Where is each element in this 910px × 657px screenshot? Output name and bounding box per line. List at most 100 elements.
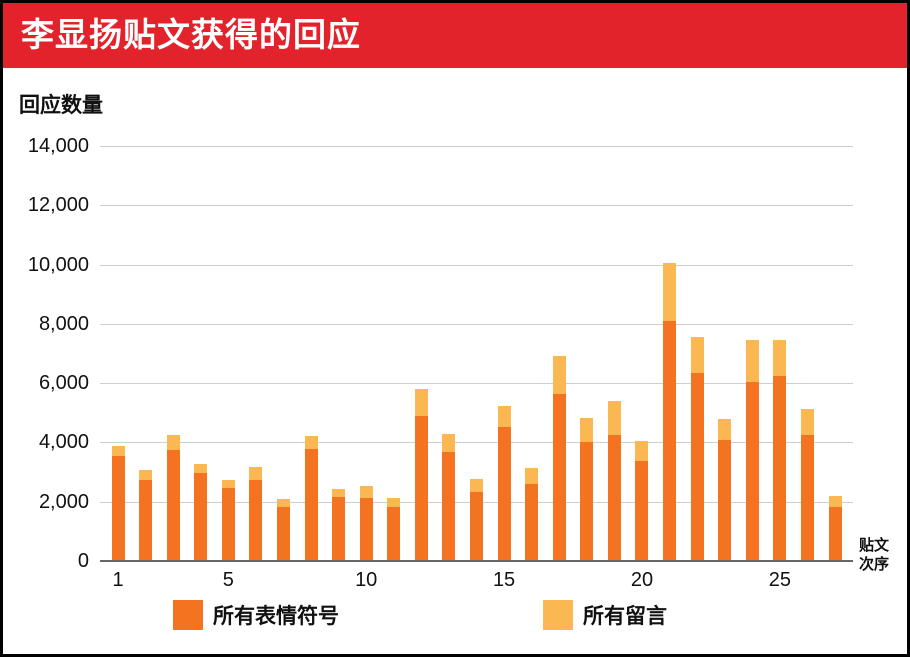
bar-segment-emoji — [442, 451, 456, 561]
bar-segment-comments — [828, 496, 842, 507]
bar-segment-comments — [552, 355, 566, 395]
bar-post-22 — [690, 337, 704, 561]
chart-frame: 李显扬贴文获得的回应 回应数量 0 2,000 4,000 6,000 8,000 10,… — [3, 3, 907, 654]
legend-swatch-emoji — [173, 600, 203, 630]
x-tick-label: 15 — [492, 569, 516, 591]
bar-segment-emoji — [745, 382, 759, 561]
bar-segment-comments — [166, 435, 180, 451]
gridline — [100, 205, 853, 207]
bar-segment-emoji — [387, 507, 401, 561]
bar-post-9 — [332, 489, 346, 561]
x-tick-label: 25 — [768, 569, 791, 591]
bar-post-19 — [607, 400, 621, 561]
legend-item-comments: 所有留言 — [543, 599, 667, 631]
bar-segment-comments — [718, 419, 732, 441]
bar-segment-emoji — [552, 394, 566, 561]
bar-segment-emoji — [414, 416, 428, 561]
bar-segment-emoji — [249, 480, 263, 561]
bar-post-4 — [194, 464, 208, 561]
bar-segment-emoji — [635, 461, 649, 561]
bar-segment-comments — [497, 405, 511, 427]
bar-segment-comments — [442, 434, 456, 452]
bar-post-5 — [221, 480, 235, 561]
bar-segment-comments — [745, 340, 759, 383]
x-axis-title: 贴文 次序 — [859, 536, 899, 574]
bar-post-15 — [497, 405, 511, 561]
bar-segment-comments — [525, 468, 539, 484]
x-axis-line — [100, 560, 853, 562]
bar-segment-emoji — [111, 455, 125, 561]
bar-segment-emoji — [800, 435, 814, 561]
bar-segment-comments — [635, 441, 649, 462]
bar-post-23 — [718, 419, 732, 561]
bar-post-18 — [580, 418, 594, 561]
gridline — [100, 323, 853, 325]
gridline — [100, 383, 853, 385]
y-tick-label: 8,000 — [38, 312, 89, 335]
bar-segment-comments — [249, 467, 263, 481]
bar-segment-emoji — [773, 375, 787, 561]
legend-label-emoji: 所有表情符号 — [213, 604, 339, 628]
legend-label-comments: 所有留言 — [583, 604, 667, 628]
bar-segment-emoji — [663, 321, 677, 561]
bar-post-25 — [773, 340, 787, 561]
y-axis-title: 回应数量 — [19, 93, 103, 117]
bar-segment-comments — [332, 489, 346, 497]
bar-post-1 — [111, 445, 125, 561]
chart-title: 李显扬贴文获得的回应 — [21, 15, 361, 54]
bar-segment-comments — [800, 408, 814, 435]
y-tick-label: 4,000 — [38, 431, 89, 454]
bar-post-13 — [442, 434, 456, 561]
bar-post-3 — [166, 435, 180, 561]
y-tick-label: 10,000 — [27, 253, 89, 276]
x-axis-title-line2: 次序 — [859, 555, 890, 573]
bar-segment-emoji — [304, 449, 318, 561]
x-tick-label: 5 — [222, 569, 234, 591]
bar-segment-comments — [773, 340, 787, 376]
bar-segment-comments — [607, 400, 621, 435]
bar-segment-comments — [276, 499, 290, 508]
bar-segment-emoji — [359, 498, 373, 561]
bar-segment-emoji — [139, 480, 153, 561]
bar-post-16 — [525, 468, 539, 561]
x-tick-label: 10 — [355, 569, 378, 591]
bar-post-2 — [139, 469, 153, 561]
bar-segment-comments — [194, 464, 208, 474]
gridline — [100, 146, 853, 147]
y-tick-label: 12,000 — [27, 194, 89, 217]
bar-segment-comments — [414, 389, 428, 417]
y-tick-label: 2,000 — [38, 490, 89, 513]
bar-post-24 — [745, 340, 759, 561]
bar-post-8 — [304, 435, 318, 561]
y-tick-label: 0 — [77, 550, 89, 572]
title-bar: 李显扬贴文获得的回应 — [3, 3, 907, 68]
bar-post-7 — [276, 499, 290, 561]
bar-post-11 — [387, 498, 401, 561]
x-tick-label: 20 — [630, 569, 654, 591]
x-axis-title-line1: 贴文 — [859, 536, 890, 554]
bar-segment-comments — [221, 480, 235, 489]
bar-segment-emoji — [525, 483, 539, 561]
bar-segment-emoji — [497, 426, 511, 561]
legend-item-emoji: 所有表情符号 — [173, 599, 339, 631]
bar-segment-comments — [387, 498, 401, 508]
gridline — [100, 264, 853, 266]
bar-post-6 — [249, 467, 263, 561]
legend-swatch-comments — [543, 600, 573, 630]
bar-segment-emoji — [332, 496, 346, 561]
bar-segment-emoji — [470, 491, 483, 561]
y-tick-label: 6,000 — [38, 372, 89, 395]
bar-post-12 — [414, 389, 428, 561]
bar-segment-emoji — [276, 507, 290, 561]
bar-segment-comments — [359, 486, 373, 499]
bar-segment-emoji — [580, 441, 594, 561]
bar-post-20 — [635, 441, 649, 561]
bar-segment-emoji — [718, 440, 732, 561]
bar-segment-comments — [139, 469, 153, 481]
bar-segment-comments — [580, 418, 594, 442]
bar-segment-emoji — [194, 473, 208, 561]
bar-segment-comments — [470, 478, 483, 492]
bar-segment-comments — [690, 337, 704, 374]
bar-segment-comments — [111, 445, 125, 456]
bar-post-10 — [359, 486, 373, 561]
